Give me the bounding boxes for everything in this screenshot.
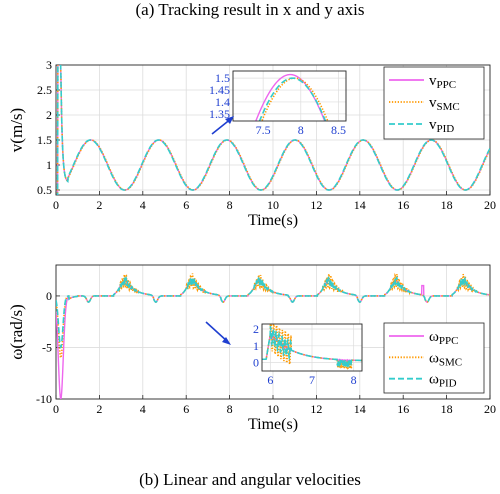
inset-tick-label-y: 1.5 xyxy=(215,71,230,85)
tick-label-x: 10 xyxy=(267,402,279,416)
y-axis-label: ω(rad/s) xyxy=(7,304,26,360)
zoom-arrow-head xyxy=(222,337,231,345)
tick-label-y: -5 xyxy=(42,340,52,354)
zoom-arrow-head xyxy=(225,116,234,124)
tick-label-x: 8 xyxy=(227,198,233,212)
inset-tick-label-y: 2 xyxy=(253,322,259,336)
tick-label-x: 4 xyxy=(140,198,146,212)
legend-label: vPID xyxy=(429,117,454,135)
tick-label-y: 0 xyxy=(46,289,52,303)
inset-series-ωSMC xyxy=(262,324,362,371)
tick-label-x: 10 xyxy=(267,198,279,212)
inset-frame xyxy=(232,70,347,122)
inset-tick-label-x: 7 xyxy=(309,373,315,387)
tick-label-x: 20 xyxy=(484,198,496,212)
tick-label-y: 1.5 xyxy=(37,133,52,147)
legend-box xyxy=(383,66,485,140)
tick-label-x: 6 xyxy=(183,402,189,416)
tick-label-y: 0.5 xyxy=(37,183,52,197)
v-inset: 7.5 8 8.5 1.351.41.451.5 xyxy=(209,70,347,137)
tick-label-y: 1 xyxy=(46,158,52,172)
inset-frame xyxy=(261,323,363,372)
inset-tick-label-x: 8 xyxy=(298,123,304,137)
tick-label-x: 20 xyxy=(484,402,496,416)
inset-tick-label-y: 1.45 xyxy=(209,83,230,97)
legend-label: ωPPC xyxy=(429,329,458,347)
w-series xyxy=(56,272,490,399)
x-axis-label: Time(s) xyxy=(248,212,298,229)
inset-tick-label-y: 1 xyxy=(253,339,259,353)
inset-tick-label-y: 1.4 xyxy=(215,95,230,109)
w-inset: 6 7 8 0 1 2 xyxy=(253,322,363,387)
tick-label-x: 8 xyxy=(227,402,233,416)
y-axis-label: v(m/s) xyxy=(7,108,26,152)
tick-label-x: 4 xyxy=(140,402,146,416)
inset-tick-label-y: 0 xyxy=(253,356,259,370)
tick-label-x: 2 xyxy=(96,198,102,212)
tick-label-x: 2 xyxy=(96,402,102,416)
inset-tick-label-y: 1.35 xyxy=(209,107,230,121)
tick-label-x: 6 xyxy=(183,198,189,212)
tick-label-y: 3 xyxy=(46,58,52,72)
tick-label-x: 0 xyxy=(53,198,59,212)
x-axis-label: Time(s) xyxy=(248,416,298,433)
tick-label-x: 18 xyxy=(441,198,453,212)
inset-tick-label-x: 7.5 xyxy=(256,123,271,137)
tick-label-x: 16 xyxy=(397,402,409,416)
legend-label: ωPID xyxy=(429,372,457,390)
legend-label: vSMC xyxy=(429,95,460,113)
tick-label-x: 14 xyxy=(354,198,366,212)
inset-tick-label-x: 6 xyxy=(267,373,273,387)
inset-series-vPPC xyxy=(255,73,326,121)
tick-label-x: 18 xyxy=(441,402,453,416)
tick-label-y: -10 xyxy=(36,392,52,406)
tick-label-y: 2.5 xyxy=(37,83,52,97)
series-vPID xyxy=(56,65,490,195)
inset-series-vSMC xyxy=(260,77,329,121)
caption-top: (a) Tracking result in x and y axis xyxy=(135,0,365,19)
inset-series-vPID xyxy=(258,77,327,121)
tick-label-y: 2 xyxy=(46,108,52,122)
tick-label-x: 12 xyxy=(310,198,322,212)
tick-label-x: 16 xyxy=(397,198,409,212)
legend-label: ωSMC xyxy=(429,350,462,368)
tick-label-x: 0 xyxy=(53,402,59,416)
v-series xyxy=(56,65,490,195)
inset-series-ωPID xyxy=(262,325,362,368)
legend-label: vPPC xyxy=(429,73,456,91)
inset-tick-label-x: 8.5 xyxy=(331,123,346,137)
tick-label-x: 14 xyxy=(354,402,366,416)
series-ωPID xyxy=(56,275,490,349)
inset-tick-label-x: 8 xyxy=(351,373,357,387)
zoom-arrow xyxy=(205,321,229,343)
caption-bottom: (b) Linear and angular velocities xyxy=(139,470,361,489)
tick-label-x: 12 xyxy=(310,402,322,416)
